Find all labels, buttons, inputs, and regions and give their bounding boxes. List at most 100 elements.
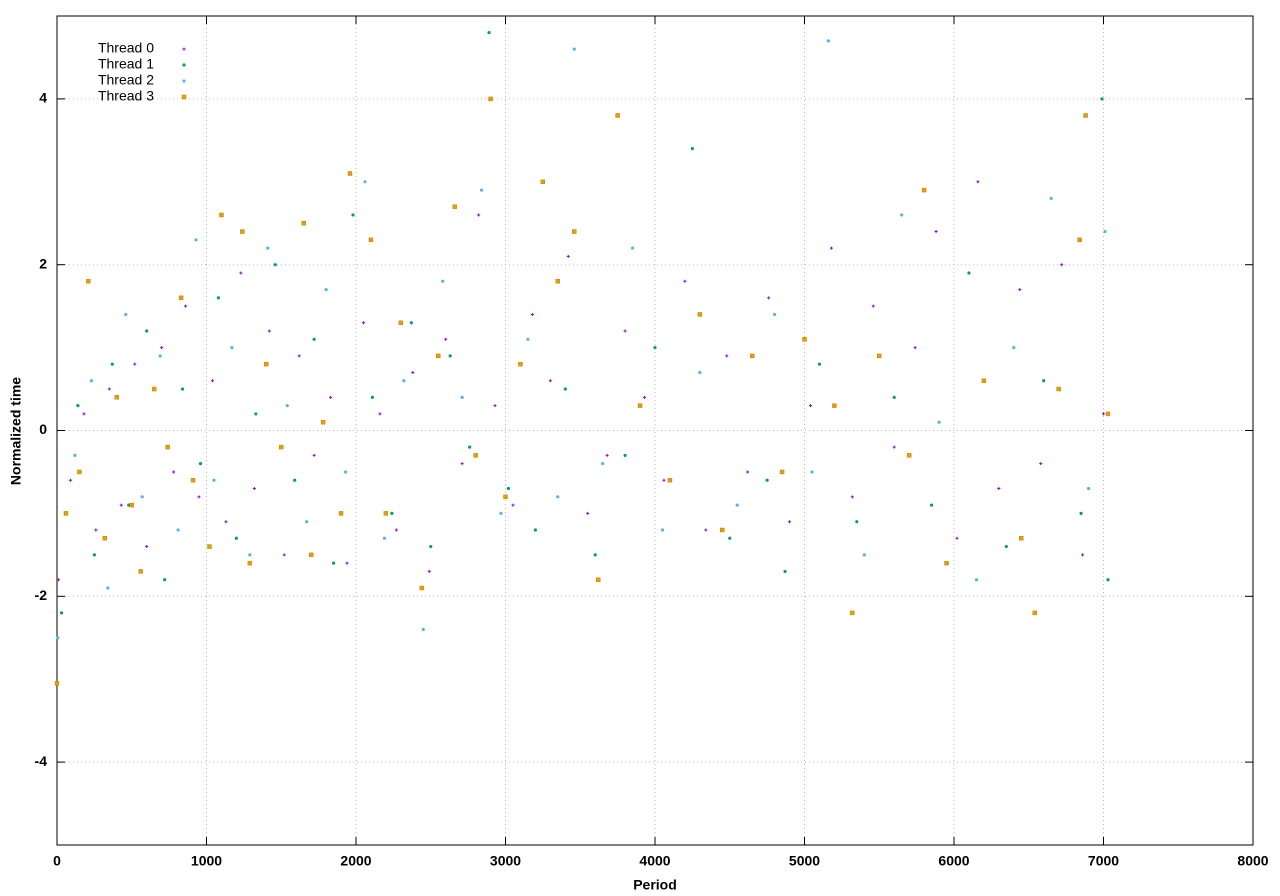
point — [89, 379, 93, 383]
point — [207, 544, 212, 549]
point — [877, 353, 882, 359]
point — [892, 395, 896, 399]
point — [76, 404, 80, 408]
point — [312, 337, 316, 341]
point — [145, 545, 149, 549]
x-tick-label: 0 — [53, 853, 61, 869]
point — [643, 395, 647, 399]
point — [623, 453, 627, 457]
point — [441, 279, 445, 283]
point — [390, 511, 394, 515]
point — [773, 312, 777, 317]
point — [1077, 237, 1082, 243]
point — [468, 445, 472, 449]
point — [383, 511, 389, 516]
point — [448, 354, 452, 358]
point — [518, 361, 523, 367]
point — [419, 585, 424, 591]
point — [460, 462, 464, 466]
point — [1039, 462, 1043, 466]
point — [198, 462, 203, 466]
point — [107, 387, 111, 391]
point — [247, 560, 253, 566]
point — [1103, 229, 1107, 234]
x-tick-label: 6000 — [938, 853, 969, 869]
point — [783, 569, 787, 574]
point — [178, 295, 184, 301]
point — [555, 279, 561, 284]
point — [749, 353, 755, 359]
point — [630, 246, 635, 250]
point — [254, 412, 258, 416]
point — [92, 553, 96, 557]
point — [293, 478, 297, 482]
point — [273, 263, 277, 267]
point — [572, 229, 577, 234]
legend-label: Thread 2 — [98, 72, 154, 88]
point — [444, 337, 448, 341]
point — [1060, 263, 1064, 267]
point — [56, 636, 60, 640]
point — [605, 453, 609, 457]
point — [267, 329, 271, 333]
point — [409, 321, 413, 325]
point — [158, 354, 162, 358]
point — [1100, 97, 1104, 101]
point — [234, 536, 238, 540]
point — [402, 379, 406, 383]
legend-label: Thread 0 — [98, 40, 154, 56]
y-axis-title: Normalized time — [8, 377, 24, 485]
point — [540, 179, 546, 185]
point — [808, 404, 812, 408]
y-tick-label: 4 — [39, 90, 47, 106]
point — [503, 494, 508, 500]
point — [817, 362, 822, 366]
legend-label: Thread 3 — [98, 88, 154, 104]
point — [826, 39, 831, 43]
y-tick-label: 0 — [39, 421, 47, 437]
point — [421, 627, 425, 632]
point — [345, 561, 349, 565]
point — [767, 296, 771, 300]
point — [586, 511, 590, 515]
point — [133, 362, 137, 366]
point — [86, 279, 91, 284]
point — [176, 528, 180, 532]
x-tick-label: 4000 — [639, 853, 670, 869]
point — [477, 213, 481, 217]
point — [338, 511, 344, 516]
x-tick-label: 5000 — [789, 853, 820, 869]
point — [704, 528, 708, 532]
point — [184, 304, 188, 308]
point — [479, 188, 484, 192]
point — [974, 578, 979, 582]
point — [224, 520, 228, 524]
point — [788, 520, 792, 524]
point — [595, 577, 601, 582]
point — [533, 528, 538, 532]
point — [56, 578, 60, 582]
point — [212, 478, 216, 482]
point — [1086, 486, 1091, 491]
x-tick-label: 3000 — [490, 853, 521, 869]
point — [190, 478, 196, 483]
point — [802, 337, 807, 342]
point — [955, 536, 959, 540]
point — [1081, 553, 1085, 557]
point — [1105, 411, 1111, 417]
point — [82, 412, 86, 416]
point — [572, 47, 576, 51]
point — [1106, 578, 1110, 582]
point — [862, 553, 866, 557]
point — [944, 560, 949, 566]
point — [370, 395, 375, 399]
legend-marker — [182, 47, 186, 51]
point — [690, 147, 694, 151]
point — [511, 503, 515, 507]
point — [976, 180, 980, 184]
point — [230, 346, 234, 350]
point — [506, 486, 511, 491]
point — [145, 329, 149, 333]
